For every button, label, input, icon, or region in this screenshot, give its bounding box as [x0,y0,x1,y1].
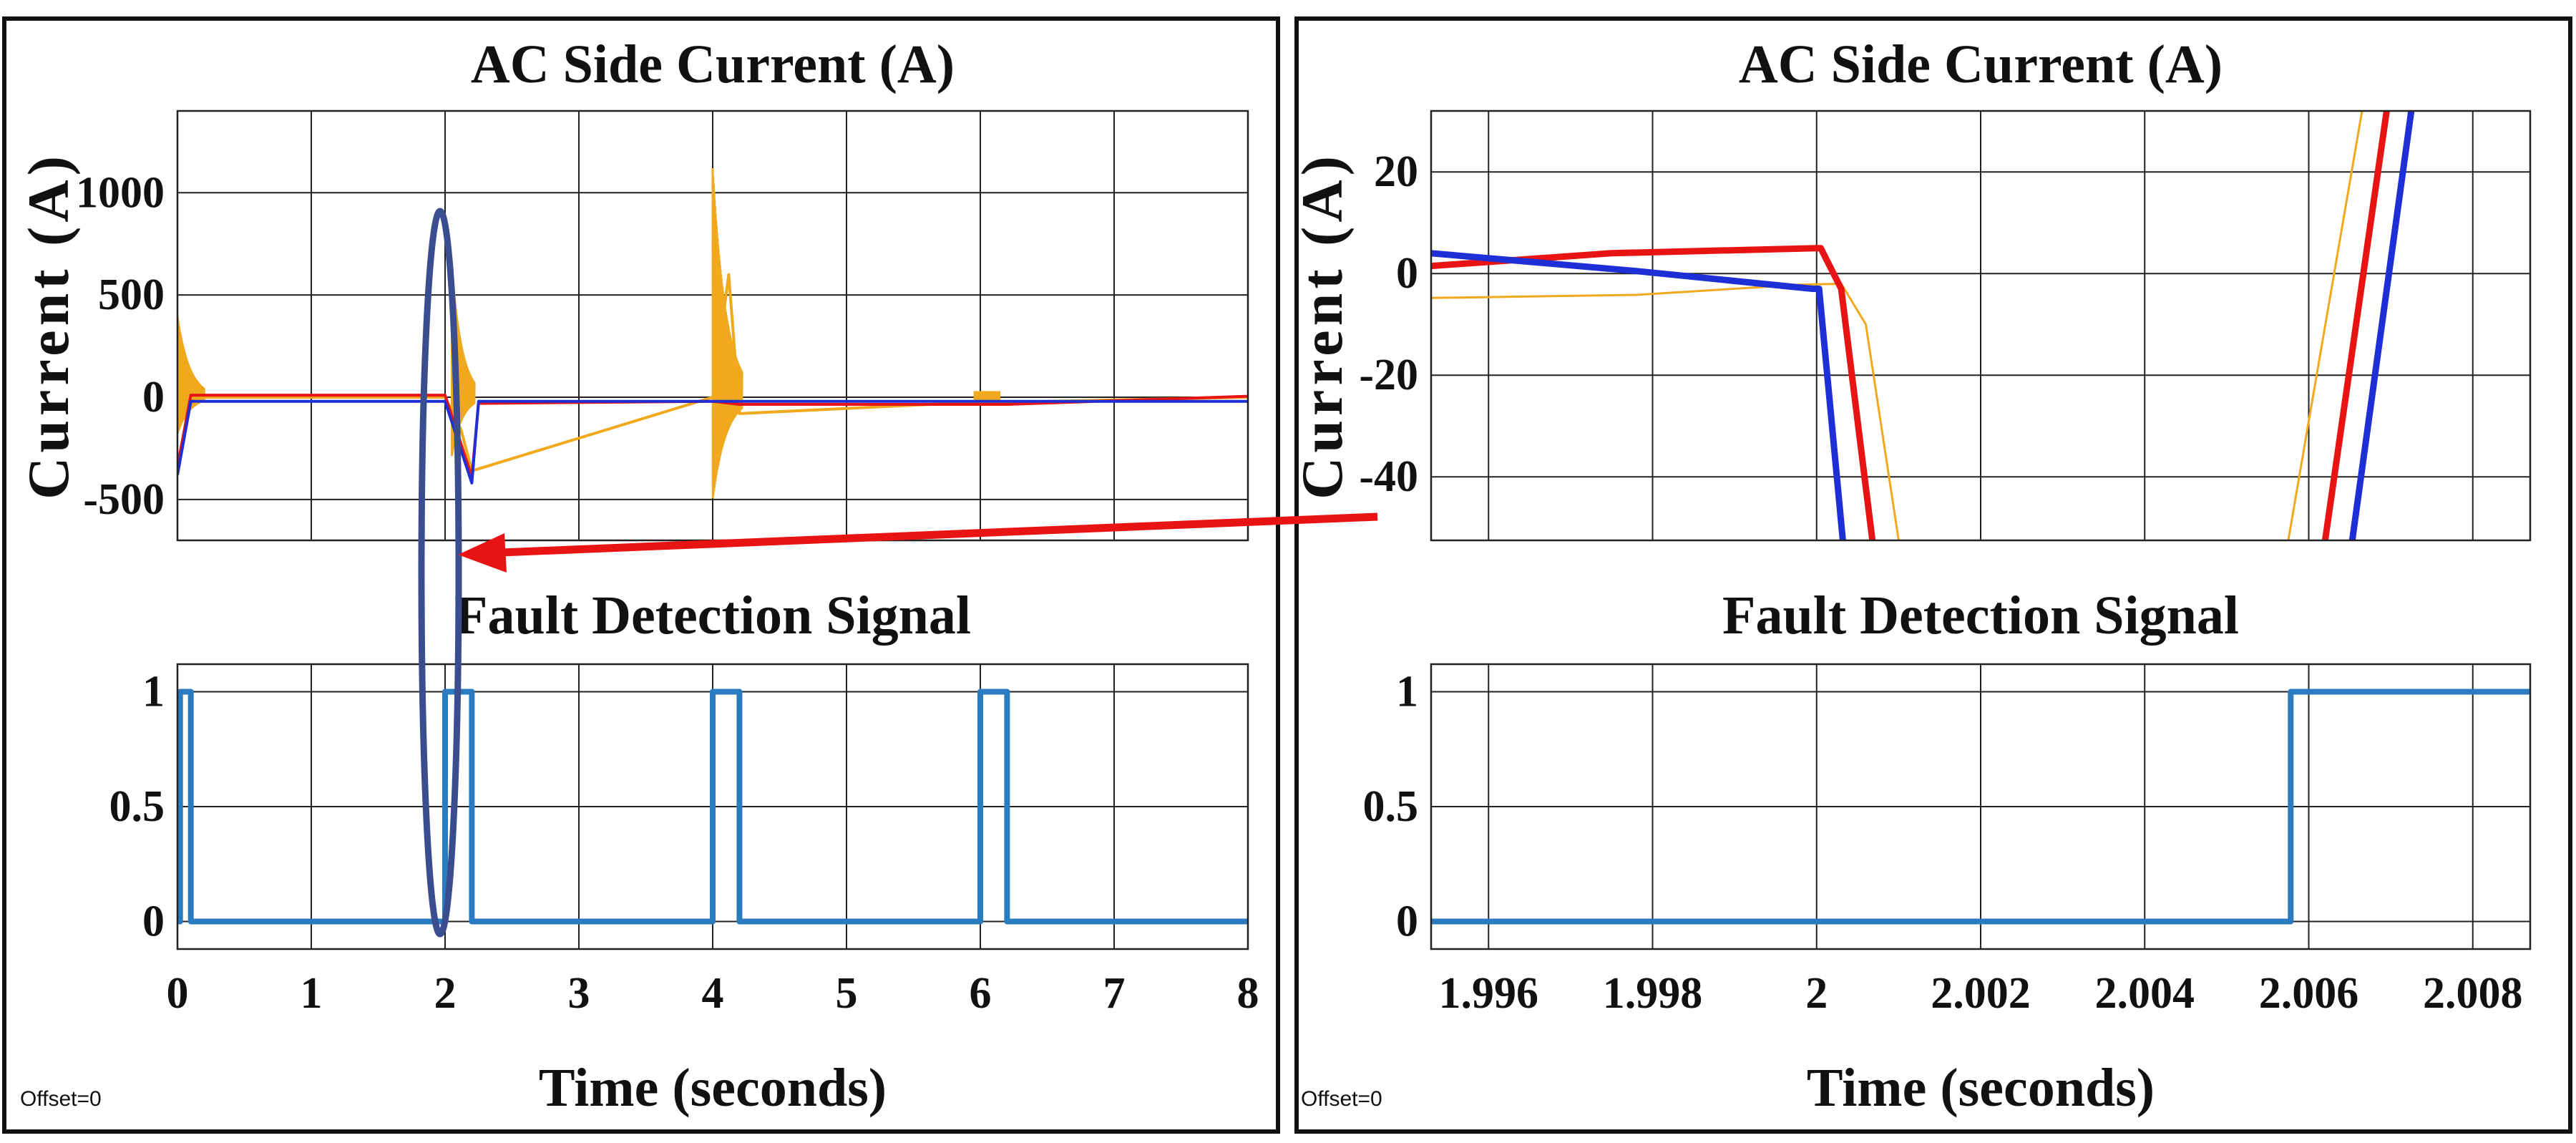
left-current-burst-0 [177,315,205,434]
left-signal-xtick-label: 7 [1103,969,1126,1018]
right-signal-title: Fault Detection Signal [1722,585,2239,646]
right-current-plot: 20 0 -20 -40 [1359,110,2532,542]
left-signal-xtick-label: 6 [970,969,992,1018]
fault-highlight-ellipse [418,208,462,938]
right-offset-label: Offset=0 [1301,1087,1382,1111]
left-signal-title: Fault Detection Signal [454,585,971,646]
left-offset-label: Offset=0 [20,1087,102,1111]
left-current-title: AC Side Current (A) [471,34,955,94]
left-current-series-group [177,167,1248,499]
left-current-ytick-label: 500 [98,271,165,319]
right-signal-xtick-label: 2.006 [2259,969,2359,1018]
left-signal-xtick-label: 1 [301,969,323,1018]
right-signal-series-group [1431,689,2530,925]
left-signal-xtick-label: 2 [434,969,457,1018]
zoom-arrow-shaft [500,512,1378,557]
left-signal-ytick-label: 0.5 [109,782,165,831]
right-signal-xtick-label: 2 [1805,969,1828,1018]
left-signal-xtick-label: 8 [1237,969,1259,1018]
right-signal-xtick-label: 2.002 [1931,969,2031,1018]
right-signal-xtick-label: 1.996 [1438,969,1538,1018]
right-current-axes-box [1430,110,2532,542]
right-signal-ytick-label: 0 [1396,897,1418,945]
right-signal-xtick-label: 2.004 [2095,969,2195,1018]
right-signal-plot: 1 0.5 0 1.996 1.998 2 2.002 2.004 2.006 2.008 [1363,663,2532,1018]
left-current-plot: 1000 500 0 -500 [76,110,1249,542]
right-xlabel: Time (seconds) [1807,1058,2155,1118]
zoom-arrow-head [458,533,507,573]
left-ylabel: Current (A) [16,152,81,500]
left-signal-ytick-label: 0 [142,897,165,945]
right-current-series-group [1431,111,2415,540]
left-signal-xtick-label: 4 [702,969,724,1018]
zoom-arrow [458,512,1378,573]
left-current-ytick-label: 0 [142,373,165,422]
left-signal-ytick-label: 1 [142,668,165,716]
left-signal-series-0 [177,689,1248,925]
left-current-ytick-label: 1000 [76,168,165,217]
left-signal-xtick-label: 0 [167,969,189,1018]
right-signal-xtick-label: 2.008 [2423,969,2523,1018]
left-xlabel: Time (seconds) [539,1058,887,1118]
left-panel-frame [2,16,1280,1134]
left-signal-xtick-label: 5 [836,969,858,1018]
right-ylabel: Current (A) [1289,152,1355,500]
left-signal-plot: 1 0.5 00 1 2 3 4 5 6 7 8 [109,663,1259,1018]
right-signal-series-0 [1431,689,2530,925]
right-signal-xtick-label: 1.998 [1603,969,1703,1018]
left-signal-xtick-label: 3 [568,969,590,1018]
right-current-ytick-label: -20 [1359,351,1418,399]
right-current-series-5 [2348,111,2415,540]
left-current-burst-2 [711,167,743,499]
right-current-title: AC Side Current (A) [1739,34,2223,94]
right-current-ytick-label: 20 [1374,147,1418,196]
left-current-ytick-label: -500 [83,475,165,524]
left-current-series-2 [177,399,1248,485]
right-current-series-1 [2287,111,2363,540]
right-current-series-3 [2321,111,2390,540]
right-current-ytick-label: -40 [1359,452,1418,501]
right-current-series-2 [1431,245,1876,540]
right-current-ytick-label: 0 [1396,249,1418,298]
left-signal-series-group [177,689,1248,925]
right-signal-axes-box [1430,663,2532,950]
right-current-series-4 [1431,250,1846,540]
right-panel-frame [1294,16,2572,1134]
right-signal-ytick-label: 1 [1396,668,1418,716]
left-signal-axes-box [176,663,1249,950]
right-current-series-0 [1431,282,1900,540]
right-signal-ytick-label: 0.5 [1363,782,1419,831]
